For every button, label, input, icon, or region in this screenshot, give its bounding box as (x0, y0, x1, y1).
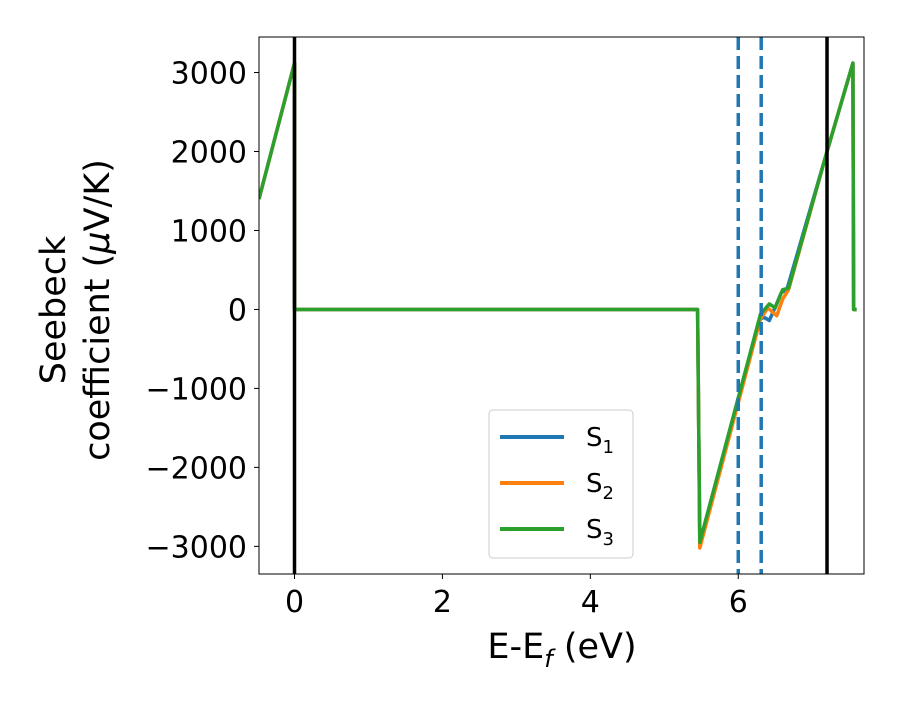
plot-area (259, 37, 857, 574)
y-axis-title-line2-pre: coefficient ( (78, 254, 118, 461)
y-axis-title-line2-post: V/K) (78, 159, 118, 231)
x-tick-label: 2 (433, 585, 452, 620)
x-axis-title: E-Ef (eV) (487, 627, 636, 673)
series-line-s3 (259, 61, 857, 545)
legend-label-s1: S1 (586, 423, 614, 458)
y-tick-label: −1000 (146, 372, 247, 407)
y-tick-label: −3000 (146, 530, 247, 565)
legend: S1 S2 S3 (488, 409, 634, 559)
y-axis-title: Seebeck coefficient (μV/K) (34, 159, 118, 461)
x-tick-label: 4 (581, 585, 600, 620)
x-axis-title-tail: (eV) (553, 627, 637, 667)
x-axis-title-main: E-E (487, 627, 544, 667)
series-lines (259, 61, 857, 550)
y-axis-title-line2-greek: μ (78, 231, 118, 254)
x-axis-ticks: 0 2 4 6 (285, 574, 748, 620)
y-tick-label: −2000 (146, 451, 247, 486)
y-axis-title-line2: coefficient (μV/K) (78, 159, 118, 461)
y-axis-title-line1: Seebeck (34, 235, 74, 384)
legend-label-s3: S3 (586, 515, 614, 550)
vertical-reference-lines (292, 37, 829, 574)
y-tick-label: 2000 (171, 136, 247, 171)
y-axis-ticks: −3000 −2000 −1000 0 1000 2000 3000 (146, 57, 259, 565)
x-tick-label: 0 (285, 585, 304, 620)
y-tick-label: 0 (228, 293, 247, 328)
y-tick-label: 3000 (171, 57, 247, 92)
plot-frame (258, 36, 865, 575)
x-tick-label: 6 (729, 585, 748, 620)
legend-label-s2: S2 (586, 469, 614, 504)
y-tick-label: 1000 (171, 214, 247, 249)
